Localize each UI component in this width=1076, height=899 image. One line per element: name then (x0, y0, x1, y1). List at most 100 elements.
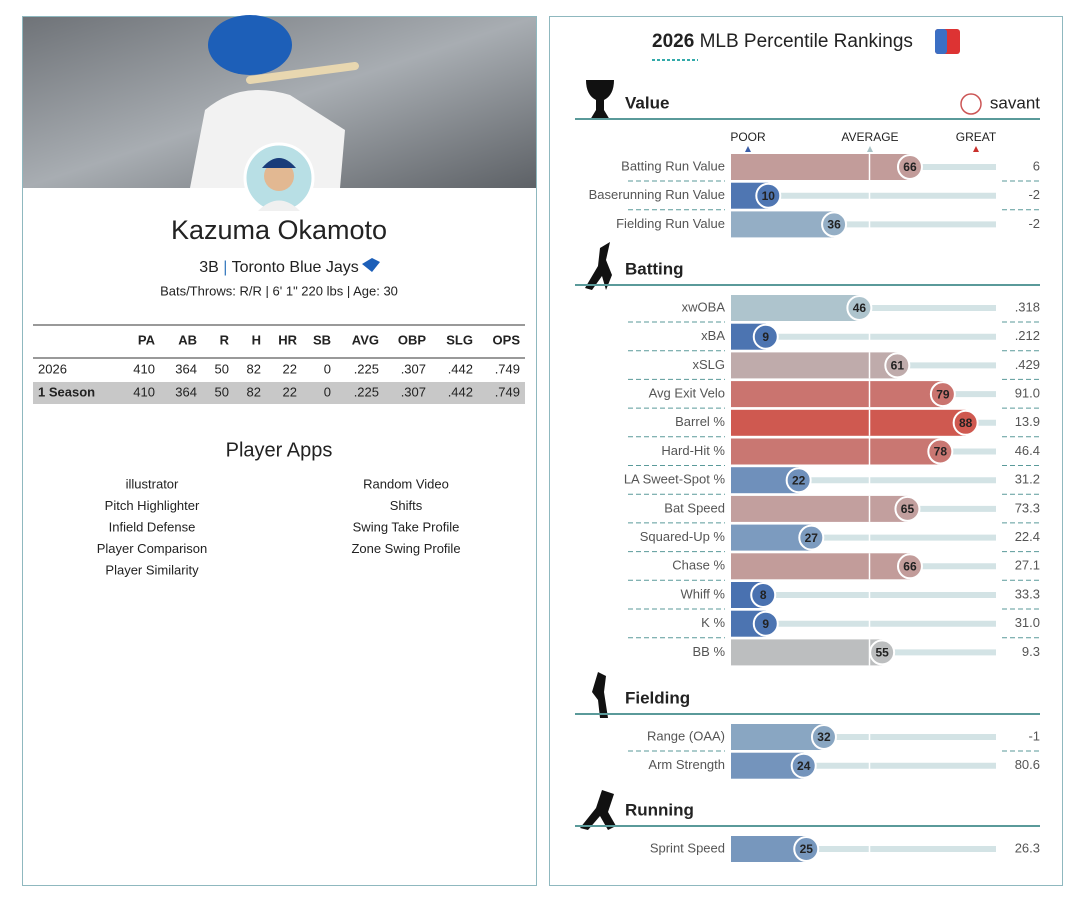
fielder-icon (592, 672, 608, 718)
metric-value: 6 (1033, 158, 1040, 173)
title-text: MLB Percentile Rankings (700, 31, 913, 52)
metric-label: Range (OAA) (647, 728, 725, 743)
metric-value: 26.3 (1015, 840, 1040, 855)
photo-bat (246, 62, 359, 84)
app-link[interactable]: Swing Take Profile (353, 519, 460, 534)
avatar-face (264, 161, 294, 191)
table-cell: .442 (448, 384, 473, 399)
metric-label: LA Sweet-Spot % (624, 472, 726, 487)
percentile-label: 32 (817, 730, 831, 744)
metric-value: -2 (1028, 216, 1040, 231)
table-header: SLG (446, 332, 473, 347)
avatar-shirt (258, 200, 300, 211)
app-link[interactable]: Random Video (363, 476, 449, 491)
table-cell: .307 (401, 361, 426, 376)
team: Toronto Blue Jays (232, 259, 359, 276)
percentile-bar (731, 154, 910, 180)
metric-value: 80.6 (1015, 757, 1040, 772)
percentile-circle (785, 467, 812, 494)
metric-label: Hard-Hit % (661, 443, 725, 458)
avatar-cap (262, 158, 296, 168)
app-link[interactable]: Shifts (390, 498, 423, 513)
metric-value: -1 (1028, 728, 1040, 743)
percentile-label: 88 (959, 416, 973, 430)
metric-value: .212 (1015, 328, 1040, 343)
metric-label: Avg Exit Velo (649, 386, 725, 401)
table-header: PA (138, 332, 156, 347)
metric-label: Bat Speed (664, 500, 725, 515)
percentile-label: 8 (760, 588, 767, 602)
table-cell: .225 (354, 361, 379, 376)
table-row-label: 2026 (38, 361, 67, 376)
section-title: Value (625, 93, 669, 112)
metric-label: Barrel % (675, 414, 725, 429)
section-title: Running (625, 800, 694, 819)
percentile-bar (731, 639, 883, 666)
rankings-title: 2026 MLB Percentile Rankings (652, 31, 913, 52)
percentile-label: 78 (934, 445, 948, 459)
runner-icon (580, 790, 616, 830)
scale-label: POOR (730, 130, 766, 144)
metric-label: K % (701, 615, 725, 630)
table-header: AB (178, 332, 197, 347)
percentile-bar (731, 438, 941, 465)
metric-label: Squared-Up % (640, 529, 726, 544)
table-cell: .442 (448, 361, 473, 376)
percentile-label: 36 (827, 218, 841, 232)
percentile-circle (929, 381, 956, 408)
percentile-label: 24 (797, 759, 811, 773)
metric-label: xSLG (692, 357, 725, 372)
percentile-bar (731, 724, 824, 750)
percentile-circle (755, 182, 782, 209)
apps-title: Player Apps (226, 439, 333, 461)
team-logo (362, 258, 380, 272)
table-header: OPS (493, 332, 521, 347)
percentile-circle (810, 724, 837, 750)
table-cell: 22 (283, 384, 297, 399)
scale-label: GREAT (956, 130, 997, 144)
percentile-circle (793, 836, 820, 862)
app-link[interactable]: Infield Defense (109, 519, 196, 534)
app-link[interactable]: Player Comparison (97, 541, 208, 556)
metric-label: Whiff % (680, 586, 725, 601)
percentile-bar (731, 211, 835, 238)
table-cell: .307 (401, 384, 426, 399)
metric-value: -2 (1028, 187, 1040, 202)
table-cell: .225 (354, 384, 379, 399)
app-link[interactable]: Zone Swing Profile (351, 541, 460, 556)
percentile-label: 46 (853, 301, 867, 315)
table-header: AVG (352, 332, 379, 347)
table-header: R (220, 332, 230, 347)
percentile-circle (884, 352, 911, 379)
table-row-label: 1 Season (38, 384, 95, 399)
percentile-label: 66 (903, 160, 917, 174)
app-link[interactable]: illustrator (126, 476, 179, 491)
percentile-circle (952, 409, 979, 436)
app-link[interactable]: Pitch Highlighter (105, 498, 200, 513)
player-team-line: 3B | Toronto Blue Jays (199, 259, 359, 276)
brand: savant (990, 93, 1040, 112)
percentile-bar (731, 524, 812, 551)
metric-label: Sprint Speed (650, 840, 725, 855)
metric-value: 27.1 (1015, 558, 1040, 573)
table-cell: 50 (215, 384, 229, 399)
table-header: SB (313, 332, 331, 347)
metric-value: 22.4 (1015, 529, 1040, 544)
percentile-circle (821, 211, 848, 238)
metric-value: 91.0 (1015, 386, 1040, 401)
percentile-label: 10 (762, 189, 776, 203)
player-bio: Bats/Throws: R/R | 6' 1" 220 lbs | Age: … (160, 283, 398, 298)
section-title: Fielding (625, 688, 690, 707)
scale-label: AVERAGE (841, 130, 898, 144)
percentile-label: 22 (792, 473, 806, 487)
app-link[interactable]: Player Similarity (105, 562, 199, 577)
percentile-circle (896, 154, 923, 180)
metric-value: 31.2 (1015, 472, 1040, 487)
percentile-label: 55 (875, 646, 889, 660)
percentile-circle (846, 295, 873, 321)
total-row-bg (33, 382, 525, 404)
percentile-bar (731, 495, 908, 522)
percentile-bar (731, 409, 966, 436)
